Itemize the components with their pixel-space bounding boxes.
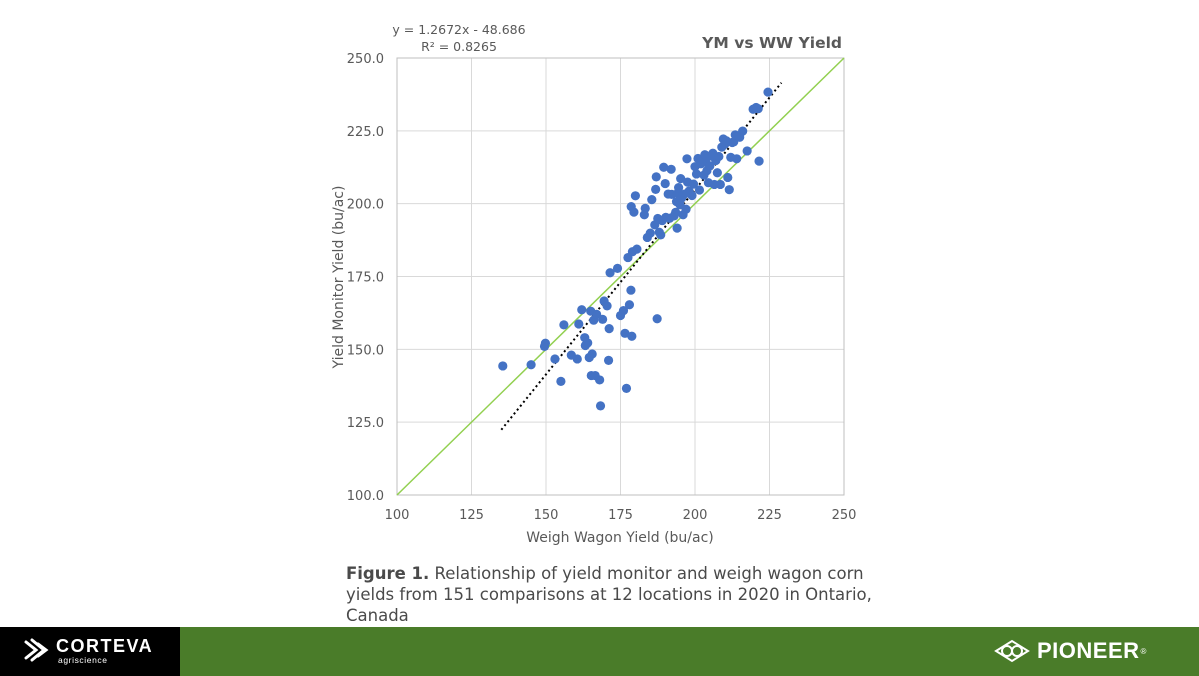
data-point xyxy=(672,223,682,233)
data-point xyxy=(705,161,715,171)
trendline-equation: y = 1.2672x - 48.686 xyxy=(392,22,525,37)
data-point xyxy=(630,191,641,201)
data-point xyxy=(602,301,612,311)
footer-left-panel: CORTEVA agriscience xyxy=(0,627,180,676)
y-tick-label: 175.0 xyxy=(347,271,384,286)
data-point xyxy=(691,169,702,179)
data-point xyxy=(659,162,669,172)
data-point xyxy=(651,184,661,194)
data-point xyxy=(595,375,605,385)
x-axis-label: Weigh Wagon Yield (bu/ac) xyxy=(526,530,714,546)
data-point xyxy=(583,338,593,348)
data-point xyxy=(742,146,752,156)
data-point xyxy=(577,305,587,315)
corteva-name: CORTEVA xyxy=(56,636,154,656)
data-point xyxy=(526,360,536,370)
figure-caption: Figure 1. Relationship of yield monitor … xyxy=(346,563,886,626)
r-squared-label: R² = 0.8265 xyxy=(421,39,497,54)
y-tick-label: 225.0 xyxy=(347,125,384,140)
pioneer-registered-mark: ® xyxy=(1140,646,1147,656)
x-tick-label: 100 xyxy=(385,508,410,523)
y-axis-ticks: 100.0 125.0 150.0 175.0 200.0 225.0 250.0 xyxy=(347,52,384,504)
data-point xyxy=(715,179,725,190)
data-point xyxy=(694,185,705,195)
data-point xyxy=(724,185,734,195)
data-point xyxy=(627,331,637,341)
data-point xyxy=(498,361,508,371)
y-tick-label: 125.0 xyxy=(347,416,384,431)
data-point xyxy=(587,349,597,359)
data-point xyxy=(621,383,632,393)
pioneer-brand: PIONEER ® xyxy=(993,636,1146,666)
data-point xyxy=(624,300,635,310)
pioneer-name: PIONEER xyxy=(1037,638,1140,663)
corteva-subtitle: agriscience xyxy=(58,655,108,665)
chart-title: YM vs WW Yield xyxy=(701,34,842,52)
y-tick-label: 100.0 xyxy=(347,489,384,504)
data-point xyxy=(681,204,691,214)
pioneer-logo-icon xyxy=(994,639,1030,663)
data-point xyxy=(559,320,569,330)
data-point xyxy=(712,168,722,178)
x-tick-label: 225 xyxy=(757,508,782,523)
y-tick-label: 150.0 xyxy=(347,343,384,358)
data-point xyxy=(598,314,608,324)
data-point xyxy=(687,190,697,201)
data-point xyxy=(671,207,681,218)
data-point xyxy=(612,263,623,273)
data-point xyxy=(572,354,582,364)
scatter-chart: 100 125 150 175 200 225 250 100.0 125.0 150.0 175… xyxy=(331,22,857,546)
data-point xyxy=(604,324,614,334)
data-point xyxy=(682,154,692,164)
caption-label: Figure 1. xyxy=(346,564,430,583)
x-axis-ticks: 100 125 150 175 200 225 250 xyxy=(385,508,857,523)
data-point xyxy=(651,172,661,182)
plot-area xyxy=(396,57,845,496)
data-point xyxy=(763,87,773,97)
data-point xyxy=(629,207,639,217)
x-tick-label: 250 xyxy=(832,508,857,523)
footer-bar: CORTEVA agriscience PIONEER ® xyxy=(0,627,1199,676)
data-point xyxy=(540,338,551,348)
data-point xyxy=(753,104,763,114)
data-point xyxy=(738,126,748,136)
data-point xyxy=(714,151,724,162)
data-point xyxy=(626,285,636,295)
x-tick-label: 125 xyxy=(459,508,484,523)
x-tick-label: 200 xyxy=(683,508,708,523)
data-point xyxy=(603,355,614,366)
caption-text: Relationship of yield monitor and weigh … xyxy=(346,564,872,625)
data-point xyxy=(676,174,686,184)
y-tick-label: 250.0 xyxy=(347,52,384,67)
data-point xyxy=(666,164,676,174)
data-point xyxy=(595,401,606,411)
data-point xyxy=(632,244,642,254)
x-tick-label: 150 xyxy=(534,508,559,523)
data-points xyxy=(498,87,773,411)
data-point xyxy=(652,314,662,324)
data-point xyxy=(647,194,657,205)
data-point xyxy=(574,319,584,329)
data-point xyxy=(656,230,666,240)
corteva-logo-icon xyxy=(24,638,49,662)
data-point xyxy=(645,228,655,238)
data-point xyxy=(550,354,560,364)
data-point xyxy=(618,305,629,316)
data-point xyxy=(660,178,670,189)
data-point xyxy=(605,268,615,278)
data-point xyxy=(723,172,733,183)
one-to-one-line xyxy=(396,57,845,496)
y-tick-label: 200.0 xyxy=(347,198,384,213)
data-point xyxy=(732,154,742,164)
x-tick-label: 175 xyxy=(608,508,633,523)
data-point xyxy=(754,156,764,166)
data-point xyxy=(688,179,699,189)
data-point xyxy=(556,376,566,386)
y-axis-label: Yield Monitor Yield (bu/ac) xyxy=(331,186,347,370)
data-point xyxy=(640,203,650,213)
data-point xyxy=(674,183,684,193)
